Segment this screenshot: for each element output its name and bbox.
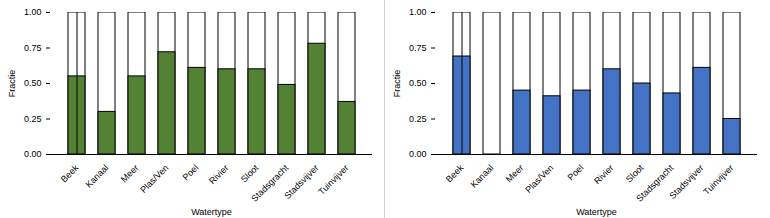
svg-text:Stadsgracht: Stadsgracht [634, 162, 676, 204]
svg-text:0.00: 0.00 [409, 149, 427, 159]
svg-text:Fractie: Fractie [392, 70, 402, 98]
svg-text:0.25: 0.25 [409, 114, 427, 124]
svg-text:Sloot: Sloot [239, 162, 261, 184]
svg-text:Tuinvijver: Tuinvijver [316, 163, 350, 197]
svg-text:Rivier: Rivier [207, 163, 230, 186]
svg-text:1.00: 1.00 [409, 7, 427, 17]
svg-text:Poel: Poel [566, 163, 586, 183]
svg-text:Kanaal: Kanaal [469, 163, 496, 190]
svg-text:Beek: Beek [59, 162, 81, 184]
svg-text:Sloot: Sloot [624, 162, 646, 184]
svg-text:Stadsgracht: Stadsgracht [249, 162, 291, 204]
svg-text:Meer: Meer [119, 163, 141, 185]
svg-text:Watertype: Watertype [576, 207, 617, 217]
svg-text:Plas/Ven: Plas/Ven [138, 163, 170, 195]
svg-text:0.50: 0.50 [409, 78, 427, 88]
svg-text:Stadsvijver: Stadsvijver [667, 163, 705, 201]
svg-text:Meer: Meer [504, 163, 526, 185]
svg-text:Beek: Beek [444, 162, 466, 184]
svg-text:0.50: 0.50 [24, 78, 42, 88]
svg-text:Tuinvijver: Tuinvijver [701, 163, 735, 197]
svg-text:Kanaal: Kanaal [84, 163, 111, 190]
svg-text:0.25: 0.25 [24, 114, 42, 124]
svg-text:Poel: Poel [181, 163, 201, 183]
svg-text:Fractie: Fractie [7, 70, 17, 98]
svg-text:Plas/Ven: Plas/Ven [523, 163, 555, 195]
svg-text:0.75: 0.75 [409, 43, 427, 53]
svg-text:Rivier: Rivier [592, 163, 615, 186]
svg-text:1.00: 1.00 [24, 7, 42, 17]
svg-text:Stadsvijver: Stadsvijver [282, 163, 320, 201]
svg-text:0.00: 0.00 [24, 149, 42, 159]
svg-text:0.75: 0.75 [24, 43, 42, 53]
svg-text:Watertype: Watertype [191, 207, 232, 217]
